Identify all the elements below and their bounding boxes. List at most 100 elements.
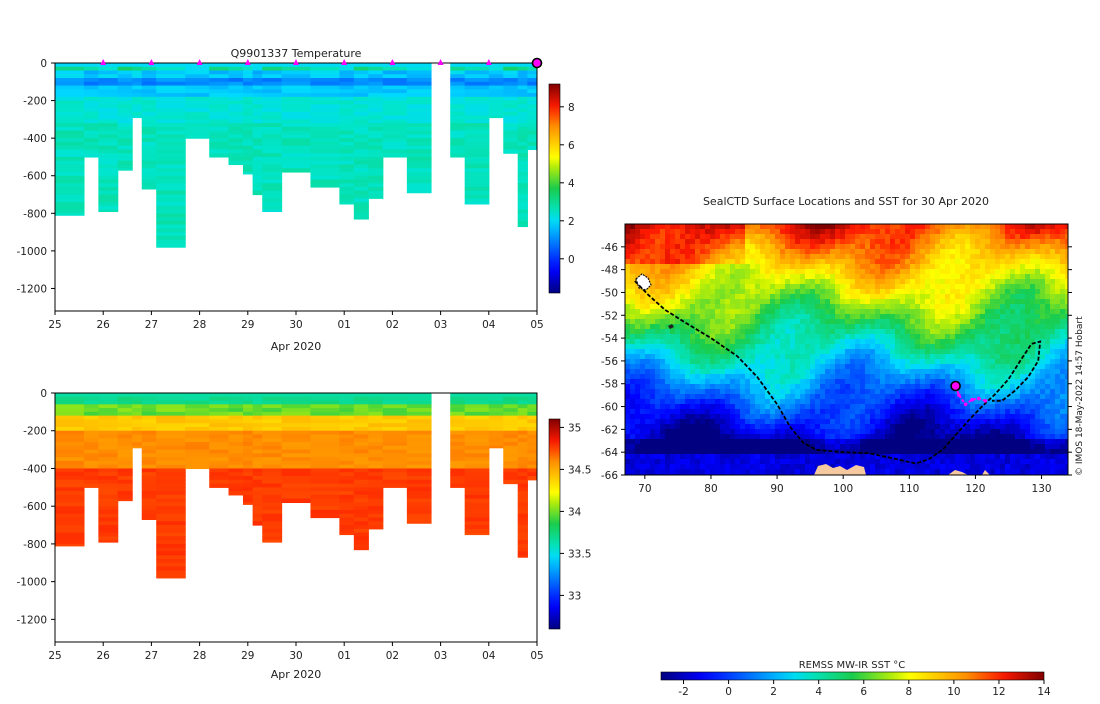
- sst-cell: [870, 229, 876, 235]
- sst-cell: [880, 339, 886, 345]
- section-cell: [527, 419, 537, 423]
- sst-cell: [800, 309, 806, 315]
- sst-cell: [730, 254, 736, 260]
- sst-cell: [980, 354, 986, 360]
- section-cell: [262, 533, 282, 537]
- sst-cell: [990, 379, 996, 385]
- sst-cell: [1020, 224, 1026, 230]
- section-cell: [368, 446, 383, 450]
- section-cell: [465, 164, 490, 168]
- sst-cell: [675, 349, 681, 355]
- sst-cell: [750, 299, 756, 305]
- section-cell: [98, 457, 118, 461]
- sst-cell: [825, 249, 831, 255]
- sst-cell: [770, 404, 776, 410]
- sst-cell: [730, 304, 736, 310]
- x-tick-label: 02: [386, 319, 399, 331]
- section-cell: [282, 101, 312, 105]
- sst-cell: [645, 344, 651, 350]
- sst-cell: [660, 299, 666, 305]
- sst-cell: [885, 284, 891, 290]
- section-cell: [55, 187, 85, 191]
- section-cell: [368, 401, 383, 405]
- sst-cell: [920, 294, 926, 300]
- sst-cell: [665, 299, 671, 305]
- section-cell: [282, 86, 312, 90]
- section-cell: [156, 435, 186, 439]
- section-cell: [465, 131, 490, 135]
- sst-cell: [835, 364, 841, 370]
- sst-cell: [815, 259, 821, 265]
- sst-cell: [975, 339, 981, 345]
- sst-cell: [750, 279, 756, 285]
- section-cell: [310, 419, 340, 423]
- sst-cell: [965, 244, 971, 250]
- sst-cell: [705, 374, 711, 380]
- section-cell: [243, 446, 253, 450]
- sst-cell: [770, 284, 776, 290]
- section-cell: [209, 63, 229, 67]
- section-cell: [209, 116, 229, 120]
- sst-cell: [1025, 244, 1031, 250]
- sst-cell: [945, 269, 951, 275]
- sst-cell: [775, 249, 781, 255]
- section-cell: [55, 401, 85, 405]
- sst-cell: [1050, 359, 1056, 365]
- section-cell: [156, 423, 186, 427]
- section-cell: [156, 97, 186, 101]
- sst-cell: [720, 394, 726, 400]
- sst-cell: [880, 279, 886, 285]
- sst-cell: [725, 304, 731, 310]
- section-cell: [55, 472, 85, 476]
- section-cell: [339, 89, 354, 93]
- sst-cell: [825, 319, 831, 325]
- sst-cell: [1025, 274, 1031, 280]
- sst-cell: [635, 264, 641, 270]
- sst-cell: [850, 354, 856, 360]
- sst-cell: [885, 259, 891, 265]
- section-cell: [55, 442, 85, 446]
- sst-cell: [635, 259, 641, 265]
- sst-cell: [760, 289, 766, 295]
- sst-cell: [675, 364, 681, 370]
- section-cell: [450, 142, 465, 146]
- sst-cell: [780, 229, 786, 235]
- sst-cell: [755, 364, 761, 370]
- section-cell: [383, 116, 408, 120]
- section-cell: [253, 435, 263, 439]
- sst-cell: [870, 264, 876, 270]
- section-cell: [262, 401, 282, 405]
- sst-cell: [635, 289, 641, 295]
- sst-cell: [805, 259, 811, 265]
- sst-cell: [810, 344, 816, 350]
- sst-cell: [745, 329, 751, 335]
- sst-cell: [775, 394, 781, 400]
- sst-cell: [850, 394, 856, 400]
- sst-cell: [625, 249, 631, 255]
- section-cell: [518, 149, 528, 153]
- section-cell: [132, 108, 142, 112]
- sst-cell: [705, 244, 711, 250]
- section-cell: [253, 431, 263, 435]
- sst-cell: [1000, 229, 1006, 235]
- sst-cell: [865, 224, 871, 230]
- sst-cell: [750, 229, 756, 235]
- section-cell: [383, 480, 408, 484]
- sst-cell: [695, 299, 701, 305]
- sst-cell: [635, 404, 641, 410]
- sst-cell: [1035, 224, 1041, 230]
- sst-cell: [825, 294, 831, 300]
- sst-cell: [845, 224, 851, 230]
- sst-cell: [815, 329, 821, 335]
- sst-cell: [675, 274, 681, 280]
- section-cell: [253, 164, 263, 168]
- sst-cell: [795, 284, 801, 290]
- section-cell: [118, 487, 133, 491]
- sst-cell: [815, 384, 821, 390]
- sst-cell: [990, 254, 996, 260]
- sst-cell: [735, 399, 741, 405]
- section-cell: [142, 172, 157, 176]
- section-cell: [98, 142, 118, 146]
- section-cell: [142, 101, 157, 105]
- sst-cell: [985, 264, 991, 270]
